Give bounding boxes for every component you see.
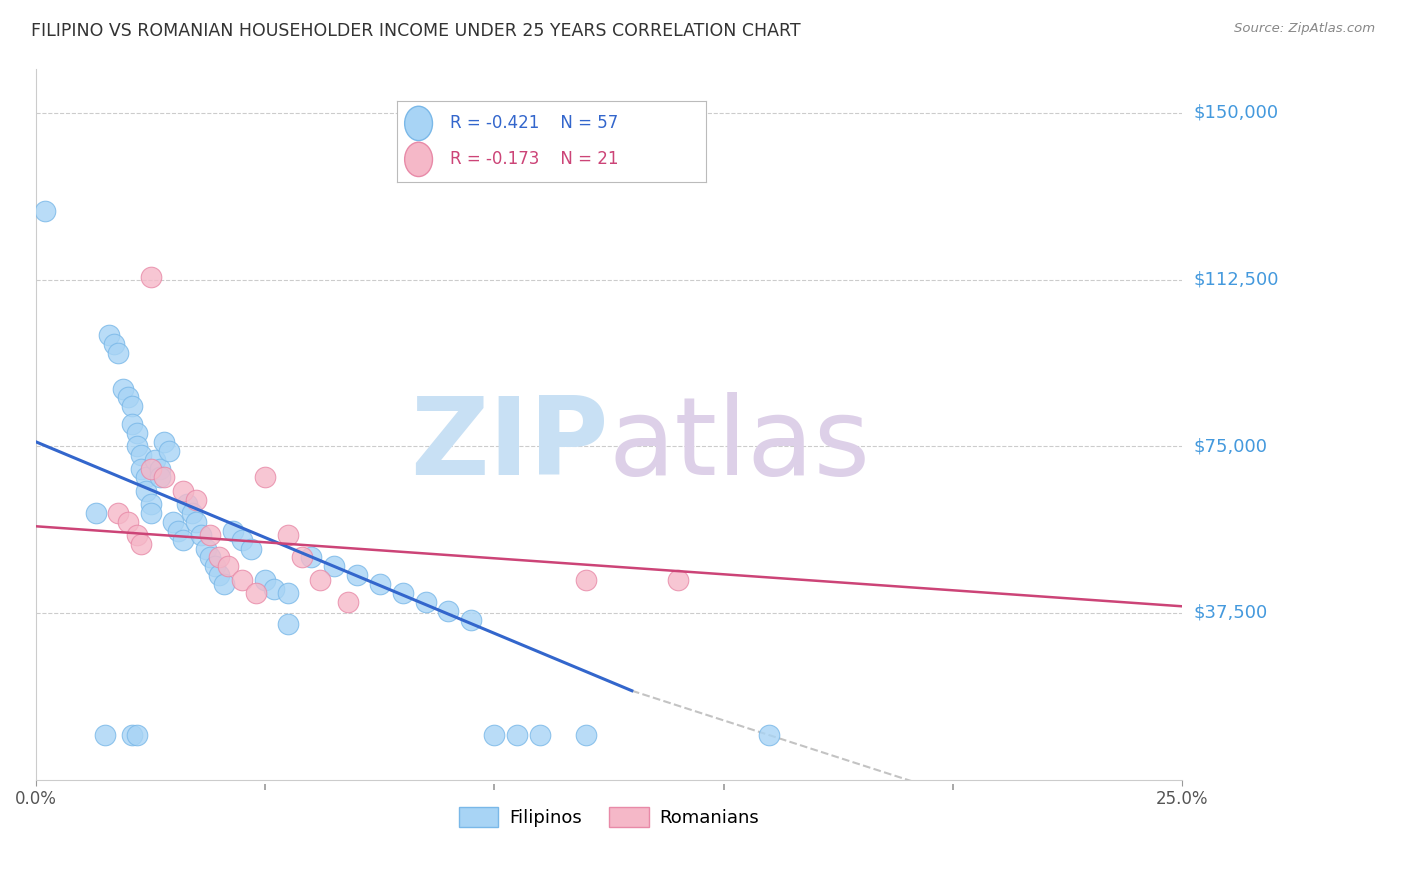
Point xyxy=(172,483,194,498)
Text: ZIP: ZIP xyxy=(411,392,609,499)
Point xyxy=(172,533,194,547)
Point xyxy=(139,497,162,511)
Point xyxy=(125,439,148,453)
Point xyxy=(167,524,190,538)
Point xyxy=(415,595,437,609)
Point xyxy=(190,528,212,542)
Point xyxy=(346,568,368,582)
Point xyxy=(368,577,391,591)
Point xyxy=(460,613,482,627)
Legend: Filipinos, Romanians: Filipinos, Romanians xyxy=(451,799,766,835)
Point xyxy=(117,391,139,405)
Point xyxy=(176,497,198,511)
Point xyxy=(121,417,143,431)
Point xyxy=(107,346,129,360)
Point xyxy=(117,515,139,529)
Point xyxy=(217,559,239,574)
Point xyxy=(484,728,506,742)
Point xyxy=(121,728,143,742)
Point xyxy=(194,541,217,556)
Point xyxy=(758,728,780,742)
Point xyxy=(575,573,598,587)
Point xyxy=(153,434,176,449)
Point xyxy=(34,203,56,218)
Point xyxy=(131,537,153,551)
Point xyxy=(98,328,121,343)
Point xyxy=(149,470,172,484)
Text: $75,000: $75,000 xyxy=(1194,437,1267,455)
Point xyxy=(198,550,221,565)
Point xyxy=(135,483,157,498)
Point xyxy=(529,728,551,742)
Point xyxy=(162,515,184,529)
Point xyxy=(277,586,299,600)
Text: $37,500: $37,500 xyxy=(1194,604,1267,622)
Point xyxy=(254,573,277,587)
Point xyxy=(391,586,413,600)
Point xyxy=(245,586,267,600)
Point xyxy=(139,461,162,475)
Text: $112,500: $112,500 xyxy=(1194,270,1278,289)
Point xyxy=(135,470,157,484)
Point xyxy=(322,559,344,574)
Point xyxy=(125,728,148,742)
Point xyxy=(212,577,235,591)
Point xyxy=(299,550,322,565)
Point xyxy=(198,528,221,542)
Point xyxy=(139,270,162,285)
Point xyxy=(153,470,176,484)
Point xyxy=(336,595,359,609)
Point xyxy=(157,443,180,458)
Point xyxy=(204,559,226,574)
Point xyxy=(208,550,231,565)
Point xyxy=(666,573,689,587)
Point xyxy=(103,337,125,351)
Point xyxy=(208,568,231,582)
Point xyxy=(222,524,245,538)
Point xyxy=(506,728,529,742)
Text: Source: ZipAtlas.com: Source: ZipAtlas.com xyxy=(1234,22,1375,36)
Point xyxy=(107,506,129,520)
Text: FILIPINO VS ROMANIAN HOUSEHOLDER INCOME UNDER 25 YEARS CORRELATION CHART: FILIPINO VS ROMANIAN HOUSEHOLDER INCOME … xyxy=(31,22,800,40)
Point xyxy=(93,728,115,742)
Point xyxy=(143,452,166,467)
Point xyxy=(240,541,263,556)
Point xyxy=(112,382,135,396)
Point xyxy=(131,448,153,462)
Point xyxy=(231,533,253,547)
Point xyxy=(291,550,314,565)
Point xyxy=(309,573,332,587)
Point xyxy=(186,492,208,507)
Point xyxy=(575,728,598,742)
Point xyxy=(131,461,153,475)
Point xyxy=(277,617,299,632)
Point xyxy=(277,528,299,542)
Point xyxy=(121,399,143,413)
Text: atlas: atlas xyxy=(609,392,870,499)
Point xyxy=(263,582,285,596)
Point xyxy=(180,506,202,520)
Text: $150,000: $150,000 xyxy=(1194,104,1278,122)
Point xyxy=(125,528,148,542)
Point xyxy=(231,573,253,587)
Point xyxy=(139,506,162,520)
Point xyxy=(149,461,172,475)
Point xyxy=(437,604,460,618)
Point xyxy=(254,470,277,484)
Point xyxy=(125,425,148,440)
Point xyxy=(186,515,208,529)
Point xyxy=(84,506,107,520)
